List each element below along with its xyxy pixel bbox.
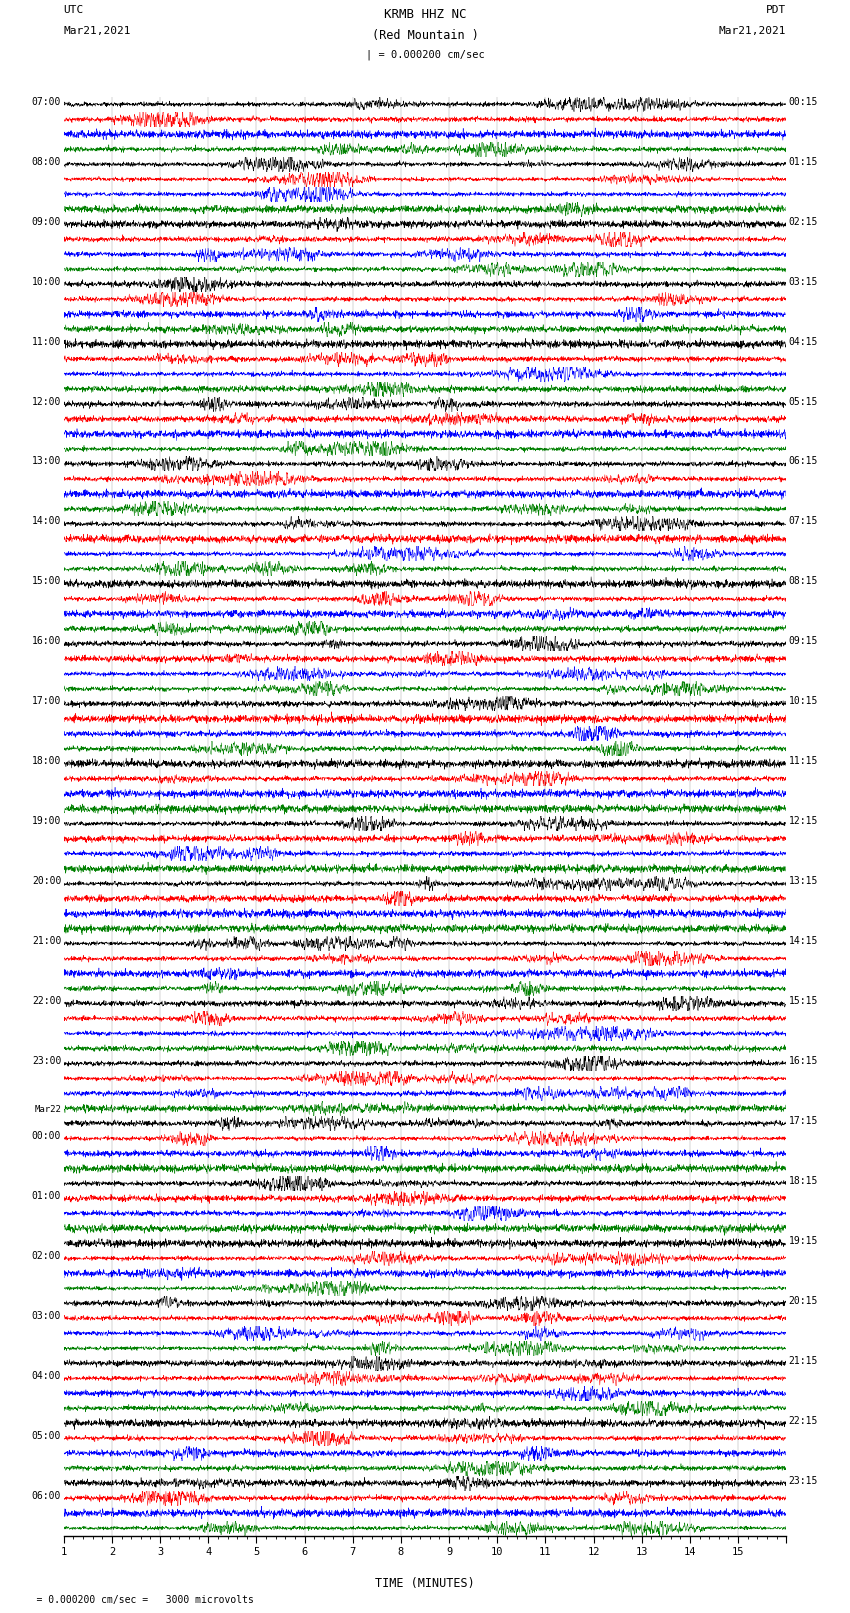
- Text: 18:00: 18:00: [31, 756, 61, 766]
- Text: 17:00: 17:00: [31, 697, 61, 706]
- Text: 15:15: 15:15: [789, 995, 819, 1007]
- Text: 02:15: 02:15: [789, 216, 819, 227]
- Text: 15:00: 15:00: [31, 576, 61, 587]
- Text: 03:15: 03:15: [789, 277, 819, 287]
- Text: 05:15: 05:15: [789, 397, 819, 406]
- Text: 12:15: 12:15: [789, 816, 819, 826]
- Text: 02:00: 02:00: [31, 1250, 61, 1261]
- Text: 14:00: 14:00: [31, 516, 61, 526]
- Text: 21:15: 21:15: [789, 1355, 819, 1366]
- Text: 04:00: 04:00: [31, 1371, 61, 1381]
- Text: 07:15: 07:15: [789, 516, 819, 526]
- Text: 18:15: 18:15: [789, 1176, 819, 1186]
- Text: UTC: UTC: [64, 5, 84, 15]
- Text: 22:00: 22:00: [31, 995, 61, 1007]
- Text: 20:00: 20:00: [31, 876, 61, 886]
- Text: 19:00: 19:00: [31, 816, 61, 826]
- Text: | = 0.000200 cm/sec: | = 0.000200 cm/sec: [366, 50, 484, 60]
- Text: 00:15: 00:15: [789, 97, 819, 106]
- Text: Mar21,2021: Mar21,2021: [719, 26, 786, 35]
- Text: 00:00: 00:00: [31, 1131, 61, 1140]
- Text: 01:00: 01:00: [31, 1190, 61, 1200]
- Text: 10:00: 10:00: [31, 277, 61, 287]
- Text: Mar22: Mar22: [34, 1105, 61, 1113]
- Text: 11:00: 11:00: [31, 337, 61, 347]
- Text: 21:00: 21:00: [31, 936, 61, 947]
- Text: 09:00: 09:00: [31, 216, 61, 227]
- Text: 10:15: 10:15: [789, 697, 819, 706]
- Text: 08:00: 08:00: [31, 156, 61, 166]
- Text: KRMB HHZ NC: KRMB HHZ NC: [383, 8, 467, 21]
- Text: 03:00: 03:00: [31, 1311, 61, 1321]
- Text: 08:15: 08:15: [789, 576, 819, 587]
- Text: 09:15: 09:15: [789, 637, 819, 647]
- Text: 23:15: 23:15: [789, 1476, 819, 1486]
- Text: 12:00: 12:00: [31, 397, 61, 406]
- Text: Mar21,2021: Mar21,2021: [64, 26, 131, 35]
- Text: PDT: PDT: [766, 5, 786, 15]
- Text: 06:00: 06:00: [31, 1490, 61, 1500]
- Text: 13:15: 13:15: [789, 876, 819, 886]
- Text: 19:15: 19:15: [789, 1236, 819, 1245]
- Text: 11:15: 11:15: [789, 756, 819, 766]
- Text: 13:00: 13:00: [31, 456, 61, 466]
- Text: 17:15: 17:15: [789, 1116, 819, 1126]
- Text: 05:00: 05:00: [31, 1431, 61, 1440]
- Text: TIME (MINUTES): TIME (MINUTES): [375, 1578, 475, 1590]
- Text: 23:00: 23:00: [31, 1057, 61, 1066]
- Text: 07:00: 07:00: [31, 97, 61, 106]
- Text: 16:15: 16:15: [789, 1057, 819, 1066]
- Text: 01:15: 01:15: [789, 156, 819, 166]
- Text: = 0.000200 cm/sec =   3000 microvolts: = 0.000200 cm/sec = 3000 microvolts: [13, 1595, 253, 1605]
- Text: 04:15: 04:15: [789, 337, 819, 347]
- Text: 06:15: 06:15: [789, 456, 819, 466]
- Text: 14:15: 14:15: [789, 936, 819, 947]
- Text: 22:15: 22:15: [789, 1416, 819, 1426]
- Text: 20:15: 20:15: [789, 1295, 819, 1307]
- Text: (Red Mountain ): (Red Mountain ): [371, 29, 479, 42]
- Text: 16:00: 16:00: [31, 637, 61, 647]
